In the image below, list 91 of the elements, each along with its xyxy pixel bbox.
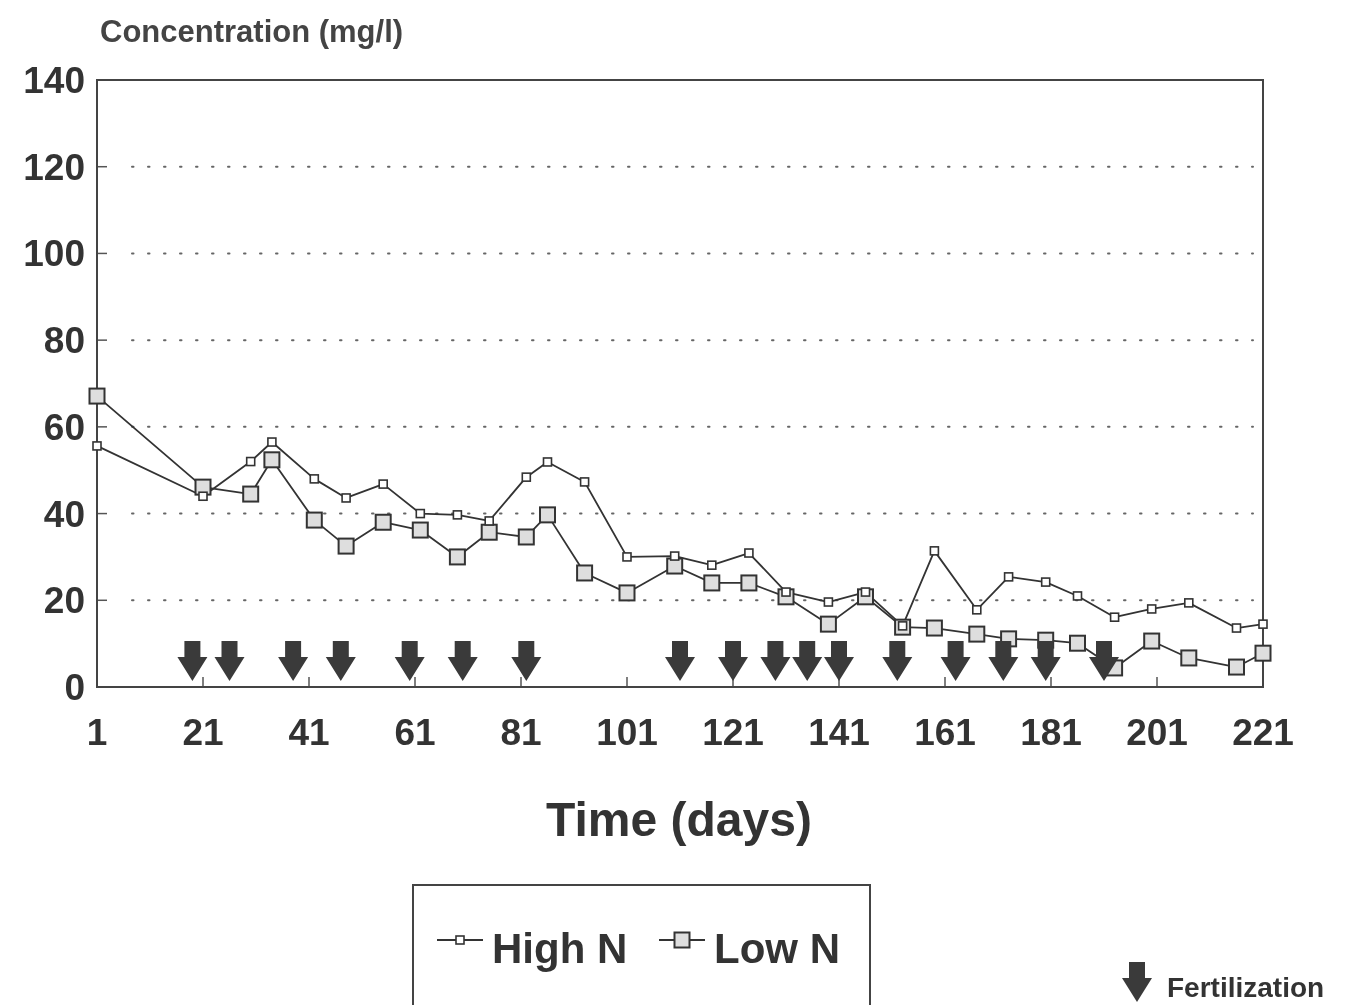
point — [707, 560, 717, 570]
x-tick-label: 101 — [596, 712, 658, 753]
point — [1143, 632, 1161, 650]
point — [666, 557, 684, 575]
y-tick-label: 140 — [23, 60, 85, 101]
point — [882, 640, 913, 681]
point — [824, 640, 854, 681]
point — [703, 574, 721, 592]
x-tick-label: 21 — [182, 712, 224, 753]
legend-label: Fertilization — [1167, 972, 1325, 1003]
point — [576, 564, 594, 582]
x-tick-label: 1 — [86, 712, 108, 753]
point — [245, 456, 256, 467]
point — [1254, 644, 1272, 662]
point — [1003, 572, 1014, 582]
point — [718, 640, 748, 681]
point — [622, 552, 632, 562]
x-tick-label: 201 — [1126, 712, 1188, 753]
point — [1072, 591, 1083, 601]
y-tick-label: 40 — [43, 493, 85, 535]
point — [337, 537, 355, 555]
point — [1228, 658, 1245, 676]
x-axis-title: Time (days) — [546, 793, 812, 846]
point — [411, 521, 429, 539]
point — [1069, 634, 1086, 652]
y-tick-label: 80 — [43, 320, 85, 362]
point — [214, 640, 245, 681]
point — [1040, 577, 1051, 587]
point — [447, 640, 478, 681]
y-tick-label: 0 — [64, 667, 85, 708]
point — [394, 640, 425, 681]
point — [263, 451, 281, 469]
point — [242, 485, 260, 503]
point — [374, 513, 392, 531]
y-tick-label: 100 — [23, 233, 85, 275]
point — [929, 546, 940, 556]
legend-label: Low N — [714, 925, 840, 972]
point — [665, 640, 695, 681]
point — [267, 437, 277, 447]
point — [92, 441, 102, 451]
x-tick-label: 121 — [702, 712, 764, 753]
point — [480, 523, 498, 541]
x-tick-label: 41 — [288, 712, 330, 753]
point — [341, 493, 351, 503]
point — [744, 548, 754, 558]
y-tick-label: 120 — [23, 146, 85, 188]
point — [511, 640, 542, 681]
point — [1089, 640, 1119, 681]
point — [972, 605, 982, 615]
point — [278, 640, 309, 681]
x-tick-label: 181 — [1020, 712, 1082, 753]
point — [177, 640, 208, 681]
point — [325, 640, 356, 681]
point — [1258, 619, 1268, 629]
point — [309, 474, 320, 484]
y-tick-label: 60 — [43, 406, 85, 448]
y-tick-label: 20 — [43, 580, 85, 622]
point — [760, 640, 791, 681]
point — [940, 640, 971, 681]
x-tick-label: 161 — [914, 712, 976, 753]
point — [448, 548, 466, 566]
point — [1231, 623, 1242, 633]
point — [521, 472, 532, 482]
point — [517, 528, 535, 546]
point — [542, 457, 553, 467]
point — [484, 516, 494, 526]
point — [1146, 604, 1157, 614]
point — [618, 584, 636, 602]
x-tick-label: 141 — [808, 712, 870, 753]
legend-label: High N — [492, 925, 628, 972]
point — [305, 511, 323, 529]
point — [819, 615, 837, 633]
point — [1030, 640, 1061, 681]
y-axis-title: Concentration (mg/l) — [100, 14, 404, 49]
point — [925, 619, 943, 637]
point — [968, 625, 986, 643]
point — [415, 508, 426, 519]
point — [669, 551, 680, 561]
x-tick-label: 61 — [394, 712, 436, 753]
point — [1109, 612, 1120, 622]
point — [539, 506, 556, 524]
point — [198, 491, 208, 502]
point — [1180, 649, 1198, 667]
x-tick-label: 81 — [500, 712, 542, 753]
point — [792, 640, 823, 681]
point — [88, 387, 106, 405]
point — [988, 640, 1019, 681]
point — [740, 574, 758, 592]
point — [378, 479, 388, 489]
x-tick-label: 221 — [1232, 712, 1294, 753]
point — [579, 477, 590, 487]
